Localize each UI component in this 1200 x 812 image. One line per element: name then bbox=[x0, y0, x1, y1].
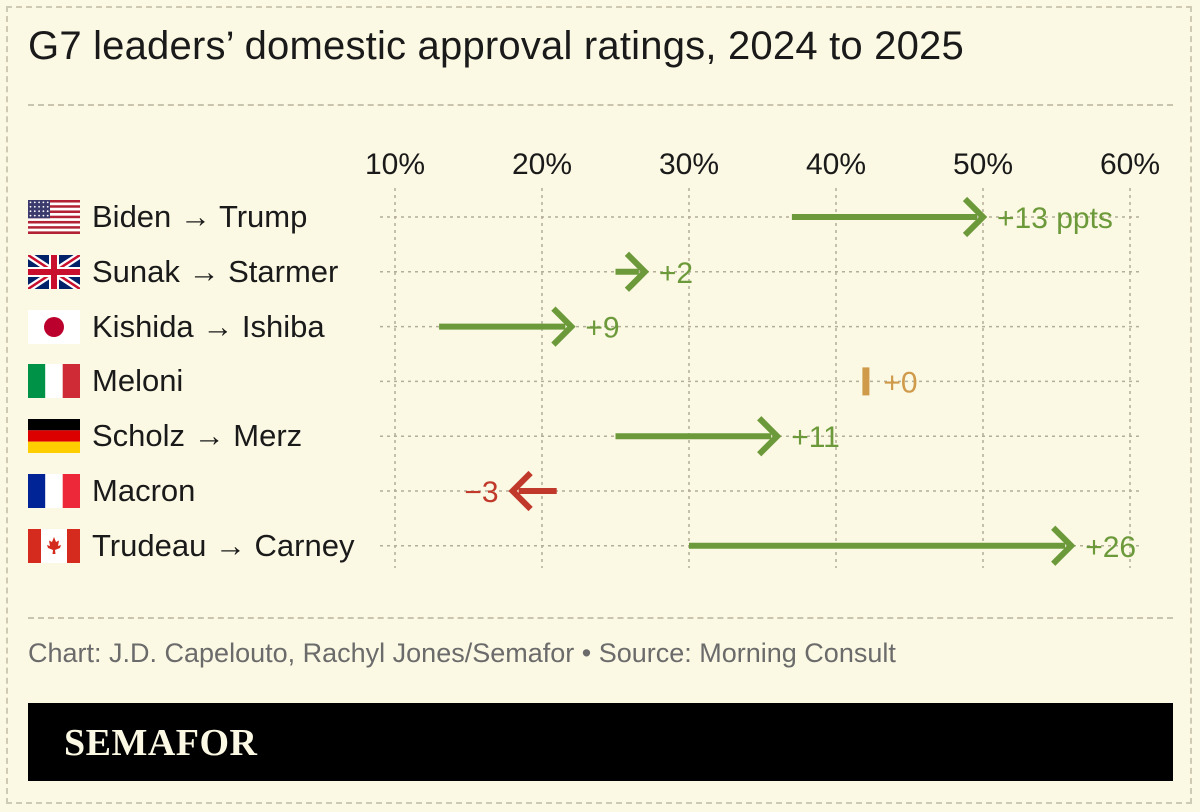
us-flag-icon bbox=[28, 200, 80, 234]
leader-name: Sunak → Starmer bbox=[92, 253, 339, 289]
change-arrow-head bbox=[757, 416, 782, 457]
x-tick-label: 40% bbox=[806, 148, 866, 181]
change-label: +9 bbox=[585, 312, 619, 345]
change-label: +26 bbox=[1085, 531, 1136, 564]
change-label: +11 bbox=[791, 421, 840, 454]
x-tick-label: 60% bbox=[1100, 148, 1160, 181]
change-label: +2 bbox=[659, 257, 693, 290]
italy-flag-icon bbox=[28, 364, 80, 399]
x-tick-label: 50% bbox=[953, 148, 1013, 181]
change-arrow-head bbox=[624, 251, 650, 292]
row-label: Trudeau → Carney bbox=[28, 526, 354, 566]
x-tick-label: 10% bbox=[365, 148, 425, 181]
brand-bar: SEMAFOR bbox=[28, 703, 1173, 781]
uk-flag-icon bbox=[28, 254, 80, 289]
footer-divider bbox=[28, 617, 1173, 619]
germany-flag-icon bbox=[28, 419, 80, 454]
row-label: Macron bbox=[28, 471, 195, 511]
chart-frame bbox=[6, 6, 1192, 804]
chart-credit: Chart: J.D. Capelouto, Rachyl Jones/Sema… bbox=[28, 638, 896, 668]
change-arrow-head bbox=[962, 196, 988, 238]
row-label: Kishida → Ishiba bbox=[28, 307, 325, 347]
change-label: +0 bbox=[883, 366, 917, 399]
x-tick-label: 20% bbox=[512, 148, 572, 181]
row-label: Meloni bbox=[28, 361, 183, 401]
row-label: Scholz → Merz bbox=[28, 416, 302, 456]
change-arrow-head bbox=[508, 470, 533, 512]
france-flag-icon bbox=[28, 474, 80, 508]
japan-flag-icon bbox=[28, 309, 80, 344]
x-tick-label: 30% bbox=[659, 148, 719, 181]
row-label: Biden → Trump bbox=[28, 197, 307, 237]
change-label: +13 ppts bbox=[997, 202, 1113, 235]
leader-name: Scholz → Merz bbox=[92, 418, 303, 454]
semafor-logo: SEMAFOR bbox=[64, 722, 258, 764]
chart-title: G7 leaders’ domestic approval ratings, 2… bbox=[28, 24, 964, 68]
canada-flag-icon bbox=[28, 528, 80, 563]
title-divider bbox=[28, 104, 1173, 106]
leader-name: Biden → Trump bbox=[92, 199, 308, 234]
row-label: Sunak → Starmer bbox=[28, 252, 338, 292]
leader-name: Macron bbox=[92, 473, 196, 508]
no-change-marker bbox=[862, 367, 870, 396]
change-label: −3 bbox=[464, 476, 498, 509]
leader-name: Meloni bbox=[92, 363, 184, 399]
change-arrow-head bbox=[1051, 525, 1076, 566]
leader-name: Kishida → Ishiba bbox=[92, 308, 325, 344]
leader-name: Trudeau → Carney bbox=[92, 527, 355, 563]
change-arrow-head bbox=[551, 306, 576, 347]
